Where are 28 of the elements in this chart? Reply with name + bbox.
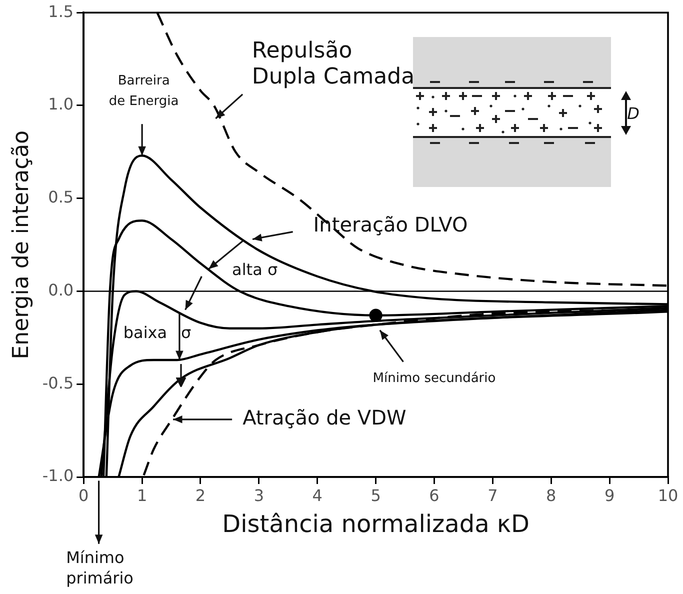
x-tick-label: 1 — [136, 486, 148, 505]
x-tick-label: 7 — [488, 486, 498, 505]
x-tick-label: 0 — [78, 486, 89, 505]
x-axis-title: Distância normalizada κD — [222, 510, 530, 538]
y-axis-title: Energia de interação — [8, 130, 34, 360]
annotation: baixa σ — [123, 323, 192, 342]
x-tick-label: 9 — [604, 486, 615, 505]
y-tick-label: 0.5 — [48, 188, 74, 207]
x-tick-label: 2 — [195, 486, 206, 505]
annotation: Interação DLVO — [313, 212, 468, 236]
annotation: alta σ — [232, 260, 278, 279]
x-tick-label: 10 — [658, 486, 678, 505]
annotation: Atração de VDW — [242, 406, 407, 430]
x-tick-label: 6 — [429, 486, 440, 505]
x-tick-label: 5 — [370, 486, 381, 505]
annotation: Mínimo secundário — [372, 370, 496, 386]
y-tick-label: 1.0 — [48, 94, 74, 114]
annotation: Repulsão Dupla Camada — [252, 38, 415, 90]
annotation: Barreira de Energia — [108, 74, 179, 110]
x-tick-label: 4 — [312, 486, 322, 505]
y-tick-label: -0.5 — [42, 373, 74, 392]
y-tick-label: -1.0 — [42, 466, 74, 486]
annotation: D — [627, 104, 640, 123]
y-tick-label: 1.5 — [48, 2, 74, 21]
x-tick-label: 8 — [546, 486, 556, 505]
text: Mínimo primário — [66, 548, 134, 588]
x-tick-label: 3 — [254, 486, 264, 505]
y-tick-label: 0.0 — [48, 280, 74, 300]
